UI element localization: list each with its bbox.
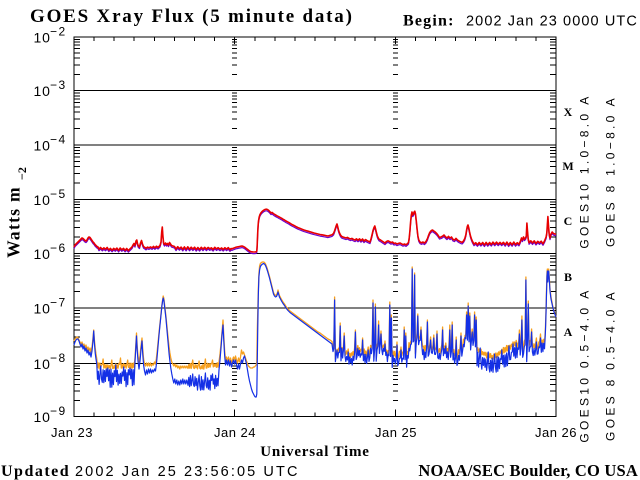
svg-text:10: 10 (34, 29, 51, 45)
svg-text:−5: −5 (50, 187, 67, 201)
svg-text:C: C (564, 214, 573, 228)
svg-text:−2: −2 (50, 24, 67, 38)
svg-text:−9: −9 (50, 404, 67, 418)
svg-text:−2: −2 (15, 167, 29, 180)
svg-text:−6: −6 (50, 241, 67, 255)
svg-text:2002 Jan 23 0000 UTC: 2002 Jan 23 0000 UTC (466, 14, 638, 30)
svg-text:10: 10 (34, 409, 51, 425)
svg-text:Jan 24: Jan 24 (214, 425, 256, 440)
svg-text:−8: −8 (50, 351, 67, 365)
svg-text:GOES 8 1.0−8.0 A: GOES 8 1.0−8.0 A (604, 95, 618, 247)
svg-text:GOES10 0.5−4.0 A: GOES10 0.5−4.0 A (578, 287, 592, 442)
svg-text:B: B (564, 270, 572, 284)
svg-text:Updated: Updated (1, 463, 70, 480)
svg-text:GOES 8 0.5−4.0 A: GOES 8 0.5−4.0 A (604, 289, 618, 441)
svg-text:Begin:: Begin: (403, 13, 455, 30)
svg-text:10: 10 (34, 356, 51, 372)
svg-text:−3: −3 (50, 78, 67, 92)
svg-text:2002 Jan 25 23:56:05 UTC: 2002 Jan 25 23:56:05 UTC (75, 464, 300, 480)
svg-text:10: 10 (34, 246, 51, 262)
svg-text:10: 10 (34, 301, 51, 317)
svg-text:10: 10 (34, 192, 51, 208)
svg-text:X: X (564, 105, 573, 119)
svg-text:GOES Xray Flux (5 minute data): GOES Xray Flux (5 minute data) (30, 6, 354, 27)
svg-text:Jan 23: Jan 23 (51, 425, 93, 440)
svg-text:A: A (564, 325, 573, 339)
svg-text:GOES10 1.0−8.0 A: GOES10 1.0−8.0 A (578, 93, 592, 248)
svg-text:NOAA/SEC Boulder, CO USA: NOAA/SEC Boulder, CO USA (418, 461, 638, 480)
svg-text:−7: −7 (50, 296, 67, 310)
svg-text:Jan 25: Jan 25 (375, 425, 417, 440)
svg-text:10: 10 (34, 138, 51, 154)
svg-text:Watts m: Watts m (4, 186, 24, 258)
svg-text:−4: −4 (50, 133, 67, 147)
svg-text:Universal Time: Universal Time (260, 444, 369, 460)
svg-text:10: 10 (34, 83, 51, 99)
svg-text:Jan 26: Jan 26 (535, 425, 577, 440)
svg-text:M: M (562, 159, 573, 173)
